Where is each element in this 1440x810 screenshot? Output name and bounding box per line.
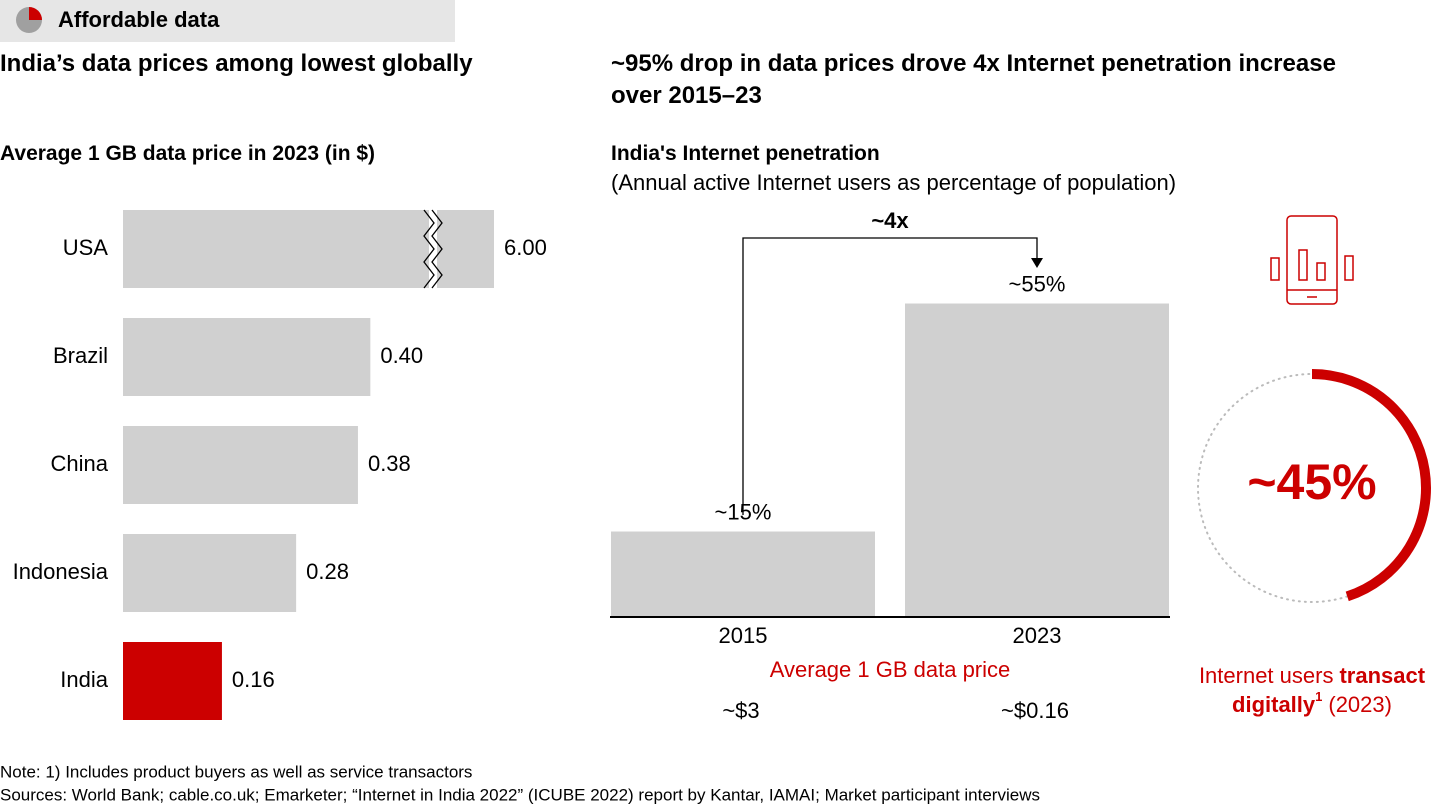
note: Note: 1) Includes product buyers as well… xyxy=(0,762,472,781)
chart-title: India’s data prices among lowest globall… xyxy=(0,50,473,77)
value-label: 6.00 xyxy=(504,235,547,260)
price-label: Average 1 GB data price xyxy=(770,657,1011,682)
bracket xyxy=(742,237,1038,515)
sources: Sources: World Bank; cable.co.uk; Emarke… xyxy=(0,785,1040,804)
caption: digitally1 (2023) xyxy=(1232,689,1392,716)
tag-bar xyxy=(0,0,455,42)
bar xyxy=(611,531,875,617)
bar xyxy=(123,318,371,396)
chart-subtitle-note: (Annual active Internet users as percent… xyxy=(611,170,1177,195)
donut-arc xyxy=(1311,369,1431,602)
tag-icon-slice xyxy=(29,7,42,20)
donut-track xyxy=(1197,373,1349,603)
annotation: ~4x xyxy=(871,208,909,233)
value-label: 0.38 xyxy=(368,451,411,476)
value-label: 0.28 xyxy=(306,559,349,584)
phone-icon xyxy=(1270,215,1354,305)
value-label: 0.16 xyxy=(232,667,275,692)
axis-break-line xyxy=(431,209,443,289)
value-label: 0.40 xyxy=(380,343,423,368)
donut-label: ~45% xyxy=(1247,454,1376,510)
caption-part: Internet users xyxy=(1199,663,1334,688)
bar xyxy=(123,426,358,504)
price-text: ~$3 xyxy=(722,698,759,723)
category-label: Brazil xyxy=(53,343,108,368)
value-label: ~55% xyxy=(1009,271,1066,296)
caption-part: transact xyxy=(1339,663,1425,688)
category-label: Indonesia xyxy=(13,559,109,584)
caption-part: digitally xyxy=(1232,692,1316,717)
caption-part: 1 xyxy=(1315,689,1322,704)
arrow-head xyxy=(1031,258,1043,268)
category-label: India xyxy=(60,667,108,692)
bar xyxy=(905,303,1169,617)
chart-title: ~95% drop in data prices drove 4x Intern… xyxy=(611,50,1336,109)
tag-text: Affordable data xyxy=(58,7,220,32)
price-text: ~$0.16 xyxy=(1001,698,1069,723)
axis-break-line xyxy=(423,209,435,289)
axis-break-gap xyxy=(429,210,437,288)
chart-subtitle: Average 1 GB data price in 2023 (in $) xyxy=(0,142,376,165)
caption-part: (2023) xyxy=(1328,692,1392,717)
caption: Internet users transact xyxy=(1199,663,1426,688)
chart-subtitle: India's Internet penetration xyxy=(611,142,880,165)
bar xyxy=(123,534,297,612)
bar xyxy=(123,642,222,720)
category-label: 2023 xyxy=(1013,623,1062,648)
category-label: China xyxy=(51,451,109,476)
category-label: USA xyxy=(63,235,109,260)
category-label: 2015 xyxy=(719,623,768,648)
bar xyxy=(123,210,494,288)
value-label: ~15% xyxy=(715,499,772,524)
